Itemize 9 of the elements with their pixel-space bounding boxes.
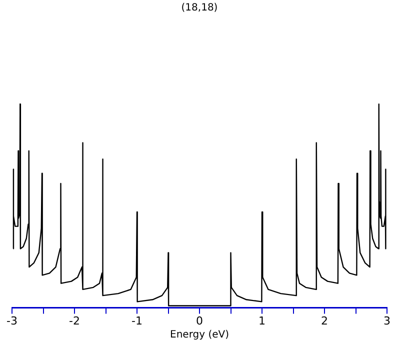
chart-title: (18,18) xyxy=(181,2,218,14)
x-tick-label: 0 xyxy=(196,314,203,328)
x-tick-label: 2 xyxy=(321,314,328,328)
x-tick-label: -2 xyxy=(69,314,80,328)
x-tick-label: -1 xyxy=(132,314,142,328)
x-tick-label: 3 xyxy=(384,314,390,328)
x-tick-label: -3 xyxy=(6,314,18,328)
x-tick-label: 1 xyxy=(258,314,266,328)
x-axis-title: Energy (eV) xyxy=(170,330,230,341)
